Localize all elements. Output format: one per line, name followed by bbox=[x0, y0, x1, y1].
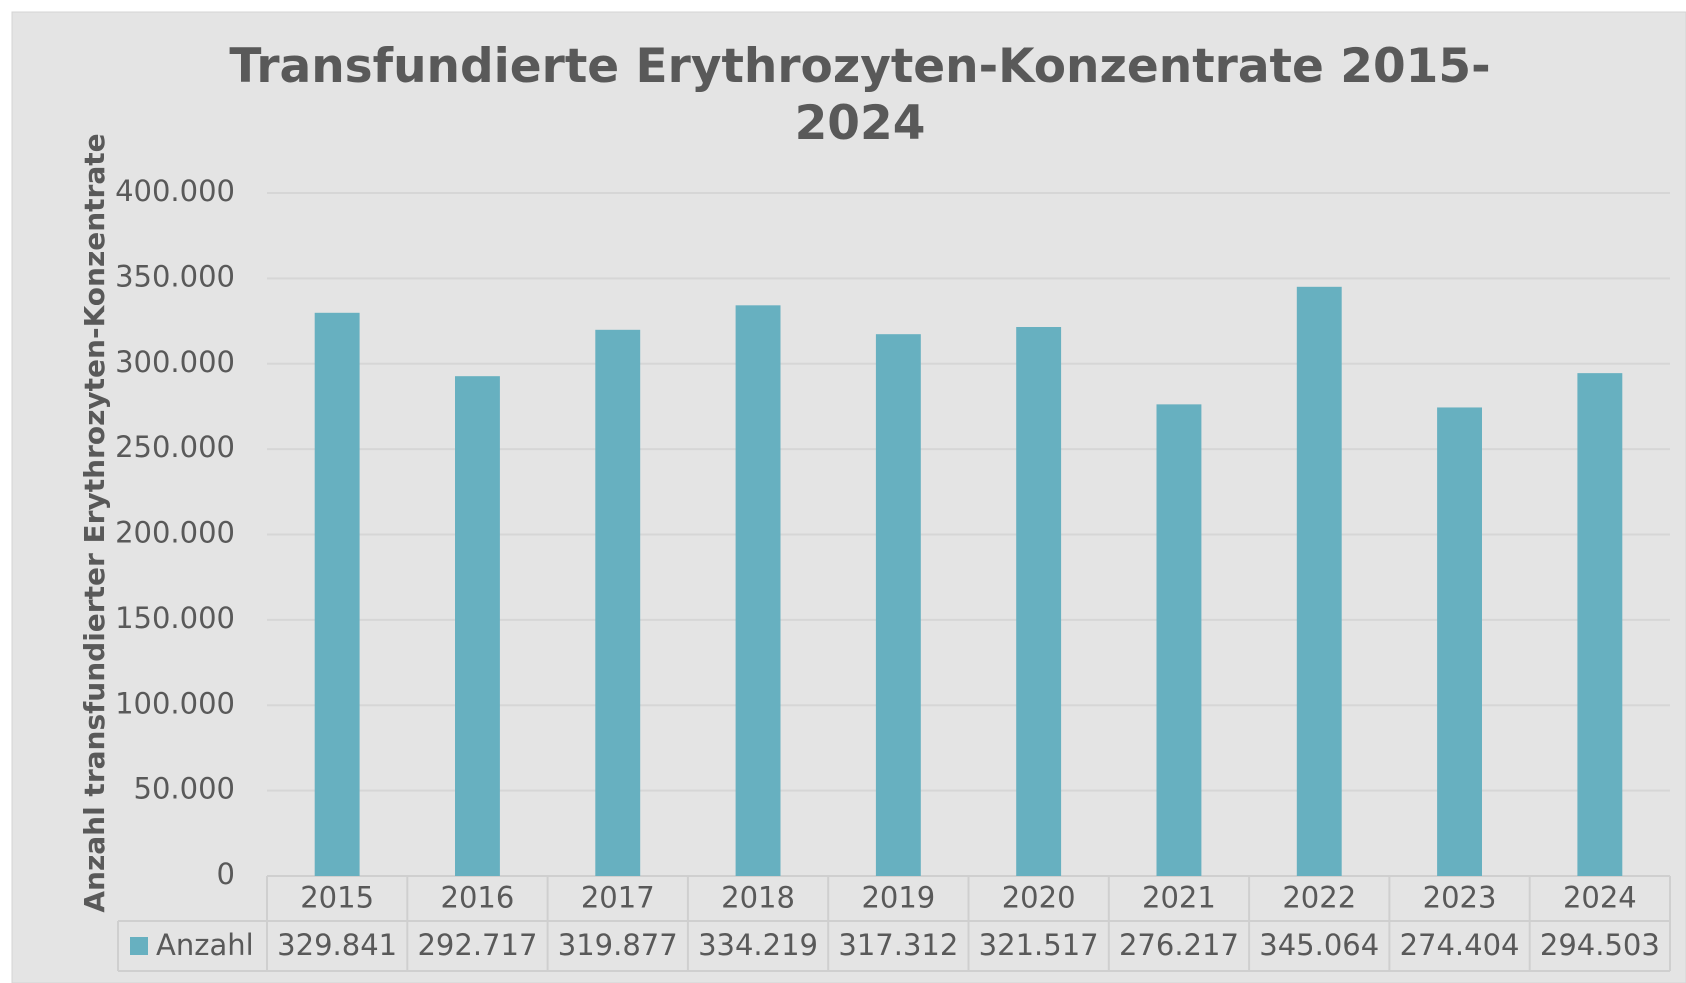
data-table-value: 321.517 bbox=[979, 928, 1099, 962]
x-tick-label: 2018 bbox=[721, 881, 795, 915]
data-table-value: 294.503 bbox=[1540, 928, 1660, 962]
y-tick-label: 350.000 bbox=[115, 259, 235, 293]
data-table-value: 329.841 bbox=[277, 928, 397, 962]
bar bbox=[875, 334, 921, 876]
y-tick-label: 50.000 bbox=[134, 772, 235, 806]
x-tick-label: 2015 bbox=[300, 881, 374, 915]
bar bbox=[1156, 404, 1202, 876]
y-tick-label: 100.000 bbox=[115, 686, 235, 720]
data-table-value: 334.219 bbox=[698, 928, 818, 962]
x-tick-label: 2020 bbox=[1002, 881, 1076, 915]
bar bbox=[595, 329, 641, 876]
bar bbox=[455, 376, 500, 876]
y-tick-label: 200.000 bbox=[115, 516, 235, 550]
data-table-value: 274.404 bbox=[1400, 928, 1520, 962]
chart-background bbox=[11, 11, 1686, 983]
bar bbox=[1437, 407, 1482, 876]
x-tick-label: 2021 bbox=[1142, 881, 1216, 915]
y-tick-label: 150.000 bbox=[115, 601, 235, 635]
data-table-value: 319.877 bbox=[558, 928, 678, 962]
bar bbox=[1296, 286, 1342, 876]
x-tick-label: 2017 bbox=[581, 881, 655, 915]
chart-title: Transfundierte Erythrozyten-Konzentrate … bbox=[229, 39, 1491, 151]
x-tick-label: 2024 bbox=[1563, 881, 1637, 915]
bar bbox=[735, 305, 781, 876]
legend-label: Anzahl bbox=[156, 928, 254, 962]
data-table-value: 292.717 bbox=[417, 928, 537, 962]
x-tick-label: 2022 bbox=[1282, 881, 1356, 915]
bar bbox=[314, 312, 360, 876]
x-tick-label: 2023 bbox=[1423, 881, 1497, 915]
data-table-value: 345.064 bbox=[1259, 928, 1379, 962]
bar bbox=[1016, 327, 1062, 876]
data-table-value: 276.217 bbox=[1119, 928, 1239, 962]
legend-swatch bbox=[130, 937, 148, 955]
x-tick-label: 2019 bbox=[861, 881, 935, 915]
x-tick-label: 2016 bbox=[441, 881, 515, 915]
data-table-value: 317.312 bbox=[838, 928, 958, 962]
y-tick-label: 400.000 bbox=[115, 174, 235, 208]
y-tick-label: 300.000 bbox=[115, 345, 235, 379]
bar bbox=[1577, 373, 1623, 876]
y-axis-label: Anzahl transfundierter Erythrozyten-Konz… bbox=[78, 133, 111, 912]
y-tick-label: 250.000 bbox=[115, 430, 235, 464]
y-tick-label: 0 bbox=[217, 857, 235, 891]
